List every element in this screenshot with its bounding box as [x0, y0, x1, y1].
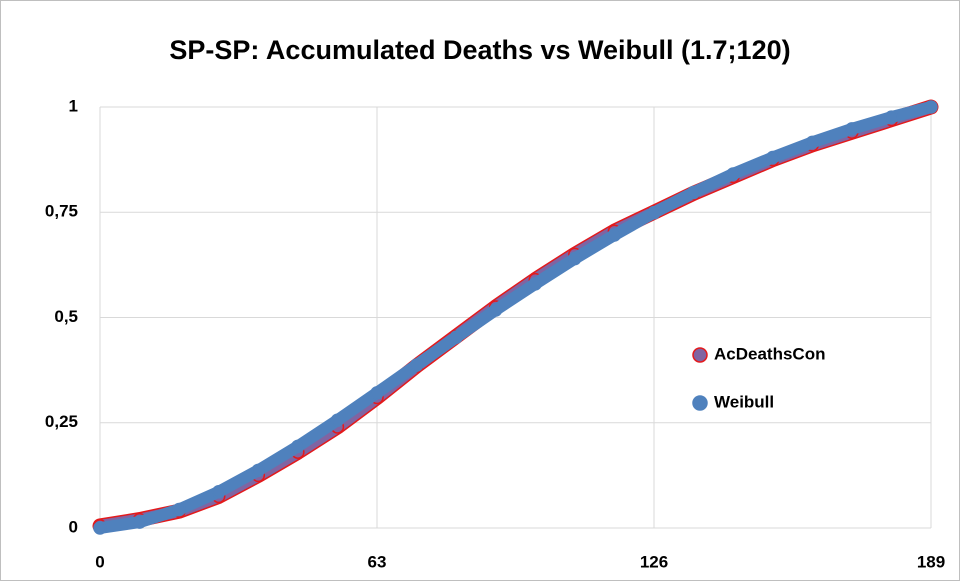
x-tick-label: 0 [95, 552, 104, 571]
data-point [568, 251, 582, 266]
data-point [330, 413, 345, 427]
legend-marker [692, 347, 708, 363]
data-point [528, 277, 543, 291]
data-point [211, 485, 226, 499]
y-tick-label: 0,75 [45, 202, 78, 221]
legend-label: AcDeathsCon [714, 344, 825, 363]
data-point [924, 100, 938, 114]
data-point [291, 439, 305, 454]
data-point [647, 205, 661, 220]
y-tick-label: 0,5 [54, 307, 78, 326]
data-point [488, 303, 503, 317]
legend-marker [692, 395, 708, 411]
x-tick-label: 63 [368, 552, 387, 571]
data-point [409, 358, 424, 372]
data-point [765, 150, 780, 165]
data-point [172, 502, 186, 517]
data-point [805, 135, 820, 150]
data-point [884, 110, 899, 124]
data-point [607, 228, 622, 242]
y-tick-label: 1 [69, 96, 78, 115]
series-line [94, 101, 937, 534]
chart-title: SP-SP: Accumulated Deaths vs Weibull (1.… [169, 35, 790, 65]
data-point [93, 521, 107, 535]
data-point [251, 463, 266, 478]
y-tick-label: 0,25 [45, 412, 78, 431]
data-point [449, 330, 463, 345]
x-tick-label: 126 [640, 552, 668, 571]
data-point [370, 386, 384, 400]
legend-label: Weibull [714, 392, 774, 411]
y-tick-label: 0 [69, 517, 78, 536]
data-point [726, 167, 740, 181]
data-point [686, 185, 701, 200]
data-point [132, 515, 147, 529]
x-tick-label: 189 [917, 552, 945, 571]
data-point [845, 122, 859, 136]
